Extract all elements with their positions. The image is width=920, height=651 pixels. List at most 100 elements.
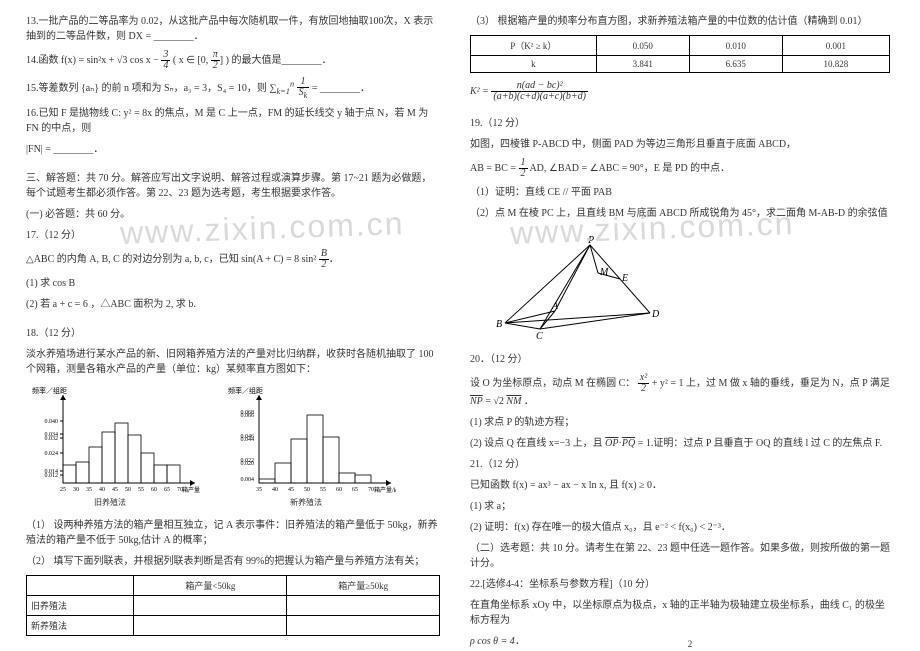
- q20-dot: ．: [524, 396, 534, 407]
- label-M: M: [599, 267, 609, 278]
- tbl-h3: 箱产量≥50kg: [287, 576, 440, 596]
- q18-2: （2） 填写下面列联表，并根据列联表判断是否有 99%的把握认为箱产量与养殖方法…: [26, 554, 440, 569]
- q21-1: (1) 求 a；: [470, 499, 890, 514]
- q22-eq: ρ cos θ = 4．: [470, 634, 890, 649]
- q14: 14.函数 f(x) = sin²x + √3 cos x − 34 ( x ∈…: [26, 50, 440, 71]
- q19-a: 如图，四棱锥 P-ABCD 中，侧面 PAD 为等边三角形且垂直于底面 ABCD…: [470, 137, 890, 152]
- q20-2: (2) 设点 Q 在直线 x=−3 上，且 OP·PQ = 1.证明：过点 P …: [470, 436, 890, 451]
- svg-text:45: 45: [288, 487, 294, 493]
- label-E: E: [621, 273, 628, 284]
- svg-text:50: 50: [125, 487, 131, 493]
- svg-text:30: 30: [73, 487, 79, 493]
- q20-eq: = √2: [485, 396, 506, 407]
- histograms: 频率／组距 0.012 0.014 0.024 0.032 0.034 0.04…: [30, 385, 440, 508]
- section3-b: (一) 必答题：共 60 分。: [26, 207, 440, 222]
- section3-a: 三、解答题：共 70 分。解答应写出文字说明、解答过程或演算步骤。第 17~21…: [26, 171, 440, 201]
- q17-head: 17.（12 分）: [26, 228, 440, 243]
- svg-text:60: 60: [336, 487, 342, 493]
- histogram-new: 频率／组距 0.004 0.020 0.022 0.044 0.046 0.06…: [226, 385, 386, 508]
- pyramid-figure: P M E A B C D: [490, 233, 670, 341]
- svg-text:0.068: 0.068: [241, 410, 255, 416]
- q18-1: （1） 设两种养殖方法的箱产量相互独立，记 A 表示事件：旧养殖法的箱产量低于 …: [26, 518, 440, 548]
- q21-2: (2) 证明：f(x) 存在唯一的极大值点 x₀，且 e⁻² < f(x₀) <…: [470, 520, 890, 535]
- label-B: B: [496, 319, 502, 330]
- svg-text:60: 60: [151, 487, 157, 493]
- q18-3: （3） 根据箱产量的频率分布直方图，求新养殖法箱产量的中位数的估计值（精确到 0…: [470, 14, 890, 29]
- k-r1c4: 0.001: [782, 36, 889, 56]
- tbl-cell: [134, 596, 287, 616]
- q16b: |FN| = ________．: [26, 142, 440, 157]
- vec-op: OP: [605, 438, 618, 449]
- svg-text:0.022: 0.022: [241, 458, 255, 464]
- k-r2c3: 6.635: [689, 56, 782, 73]
- svg-text:0.004: 0.004: [241, 477, 255, 483]
- vec-pq: PQ: [622, 438, 635, 449]
- label-C: C: [536, 331, 543, 341]
- svg-text:25: 25: [60, 487, 66, 493]
- svg-text:0.034: 0.034: [45, 432, 59, 438]
- q20-1: (1) 求点 P 的轨迹方程；: [470, 415, 890, 430]
- hist-left-label: 旧养殖法: [30, 497, 190, 508]
- k-r2c4: 10.828: [782, 56, 889, 73]
- q18-head: 18.（12 分）: [26, 326, 440, 341]
- q19-b-pre: AB = BC =: [470, 163, 519, 174]
- q14-text-b: ( x ∈ [0,: [170, 55, 210, 66]
- contingency-table: 箱产量<50kg 箱产量≥50kg 旧养殖法 新养殖法: [26, 575, 440, 636]
- svg-text:65: 65: [352, 487, 358, 493]
- label-P: P: [587, 235, 594, 246]
- svg-text:50: 50: [304, 487, 310, 493]
- q20-2a: (2) 设点 Q 在直线 x=−3 上，且: [470, 438, 605, 449]
- page-number: 2: [688, 639, 693, 649]
- q20-head: 20．（12 分）: [470, 352, 890, 367]
- tbl-cell: [134, 616, 287, 636]
- k2-pre: K² =: [470, 86, 491, 97]
- svg-text:35: 35: [256, 487, 262, 493]
- tbl-h2: 箱产量<50kg: [134, 576, 287, 596]
- histogram-old: 频率／组距 0.012 0.014 0.024 0.032 0.034 0.04…: [30, 385, 190, 508]
- q22-head: 22.[选修4-4：坐标系与参数方程]（10 分）: [470, 577, 890, 592]
- svg-text:0.024: 0.024: [45, 451, 59, 457]
- q19-b-mid: AD, ∠BAD = ∠ABC = 90°，E 是 PD 的中点．: [528, 163, 731, 174]
- q19-1: （1）证明：直线 CE // 平面 PAB: [470, 185, 890, 200]
- k-table: P（K² ≥ k） 0.050 0.010 0.001 k 3.841 6.63…: [470, 35, 890, 73]
- q14-text-c: ] ) 的最大值是________．: [220, 55, 332, 66]
- svg-text:55: 55: [320, 487, 326, 493]
- label-A: A: [551, 301, 559, 312]
- k-r2c1: k: [471, 56, 597, 73]
- hist-right-label: 新养殖法: [226, 497, 386, 508]
- vec-nm: NM: [506, 396, 521, 407]
- svg-text:0.040: 0.040: [45, 419, 59, 425]
- q15-text-a: 15.等差数列 {aₙ} 的前 n 项和为 Sₙ，a₃ = 3，S₄ = 10，…: [26, 83, 269, 94]
- q21-head: 21.（12 分）: [470, 457, 890, 472]
- q17-2: (2) 若 a + c = 6 ，△ABC 面积为 2, 求 b.: [26, 297, 440, 312]
- q22-body: 在直角坐标系 xOy 中，以坐标原点为极点，x 轴的正半轴为极轴建立极坐标系，曲…: [470, 598, 890, 628]
- svg-text:0.014: 0.014: [45, 469, 59, 475]
- k2-den: (a+b)(c+d)(a+c)(b+d): [491, 92, 588, 102]
- k-r2c2: 3.841: [596, 56, 689, 73]
- k-r1c1: P（K² ≥ k）: [471, 36, 597, 56]
- q17-text: △ABC 的内角 A, B, C 的对边分别为 a, b, c，已知 sin(A…: [26, 254, 319, 265]
- tbl-cell: [287, 616, 440, 636]
- svg-text:频率／组距: 频率／组距: [228, 386, 263, 395]
- tbl-r1: 旧养殖法: [27, 596, 134, 616]
- tbl-cell: [287, 596, 440, 616]
- k-r1c2: 0.050: [596, 36, 689, 56]
- hist-ylabel: 频率／组距: [32, 386, 67, 395]
- q15-text-b: = ________．: [312, 83, 370, 94]
- q19-b: AB = BC = 12 AD, ∠BAD = ∠ABC = 90°，E 是 P…: [470, 158, 890, 179]
- vec-np: NP: [470, 396, 483, 407]
- q19-head: 19.（12 分）: [470, 116, 890, 131]
- q18-body: 淡水养殖场进行某水产品的新、旧网箱养殖方法的产量对比归纳群，收获时各随机抽取了 …: [26, 347, 440, 377]
- svg-text:40: 40: [99, 487, 105, 493]
- svg-text:箱产量/kg: 箱产量/kg: [182, 486, 200, 494]
- svg-text:0.046: 0.046: [241, 434, 255, 440]
- section-opt: （二）选考题：共 10 分。请考生在第 22、23 题中任选一题作答。如果多做，…: [470, 541, 890, 571]
- k-r1c3: 0.010: [689, 36, 782, 56]
- q17-1: (1) 求 cos B: [26, 276, 440, 291]
- q15: 15.等差数列 {aₙ} 的前 n 项和为 Sₙ，a₃ = 3，S₄ = 10，…: [26, 77, 440, 100]
- svg-text:40: 40: [272, 487, 278, 493]
- k2-formula: K² = n(ad − bc)² (a+b)(c+d)(a+c)(b+d): [470, 81, 890, 102]
- q20-body: 设 O 为坐标原点，动点 M 在椭圆 C： x²2 + y² = 1 上，过 M…: [470, 373, 890, 409]
- tbl-h1: [27, 576, 134, 596]
- q20-mid: + y² = 1 上，过 M 做 x 轴的垂线，垂足为 N，点 P 满足: [652, 378, 890, 389]
